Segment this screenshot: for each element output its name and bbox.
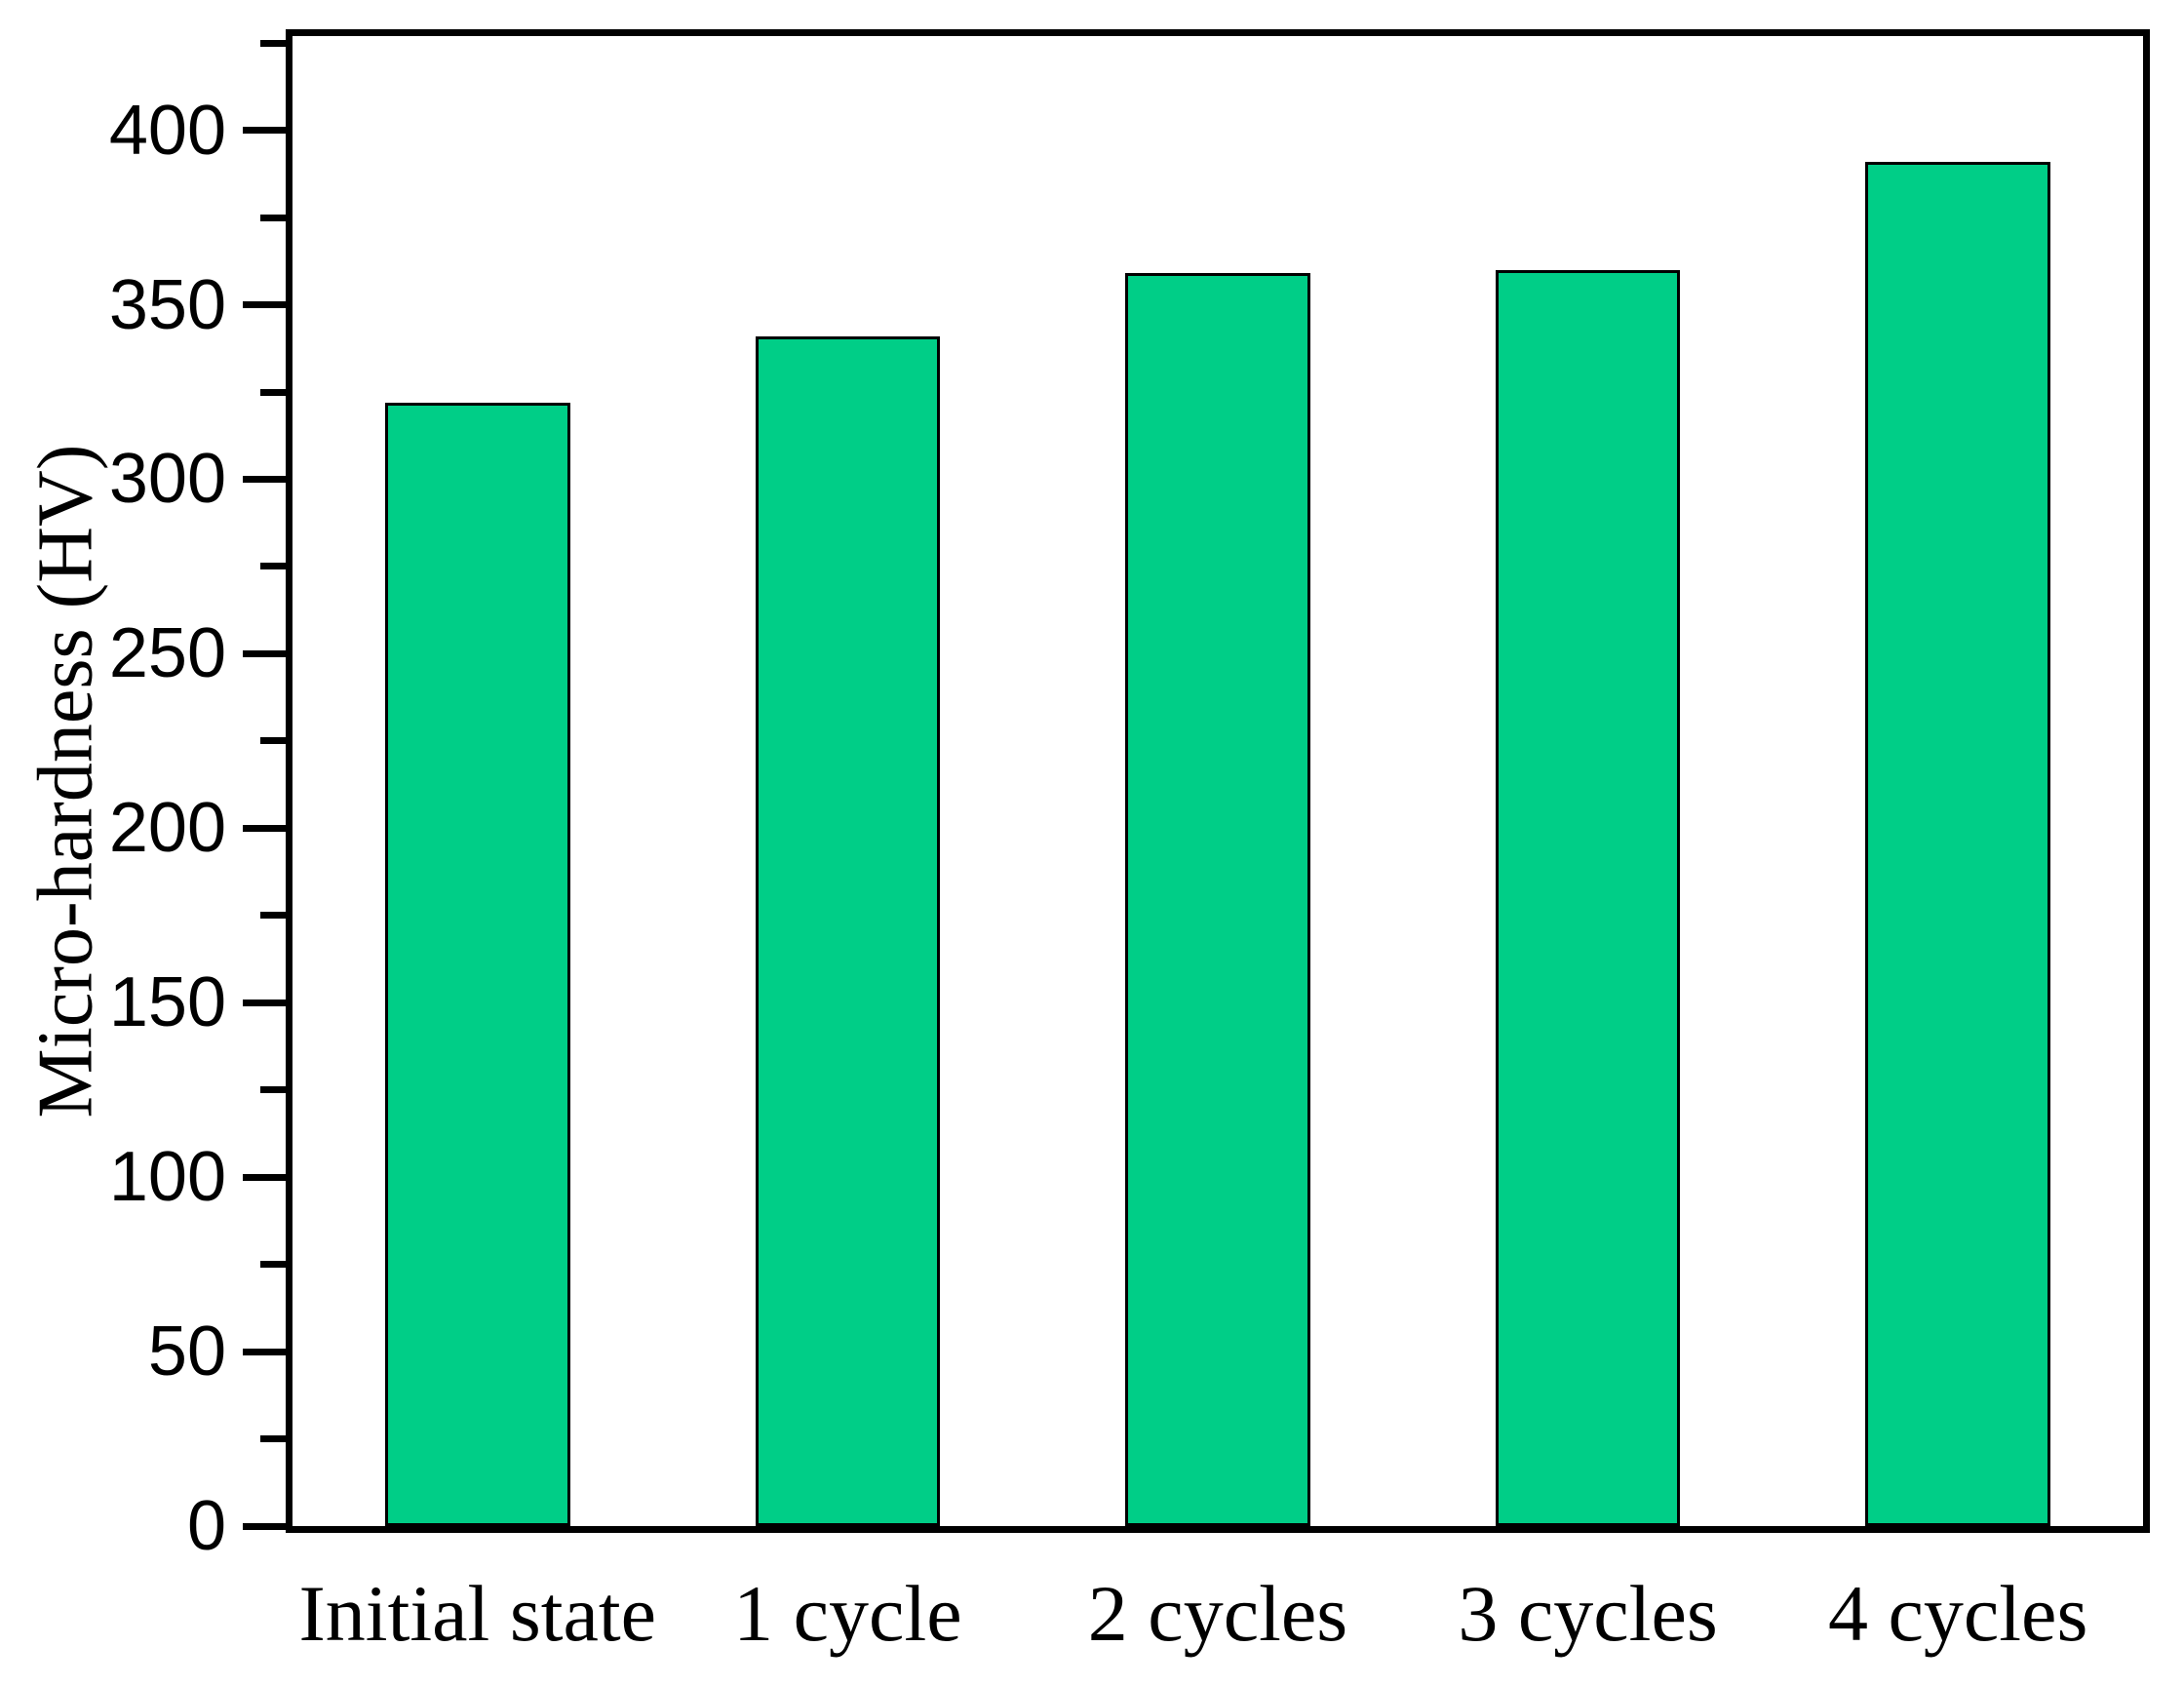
x-axis-label-initial-state: Initial state	[298, 1569, 657, 1658]
y-axis-major-tick	[243, 1522, 286, 1530]
bar-2-cycles	[1125, 273, 1310, 1526]
x-axis-label-2-cycles: 2 cycles	[1087, 1569, 1348, 1658]
y-axis-major-tick	[243, 649, 286, 657]
y-axis-major-tick	[243, 824, 286, 832]
y-axis-tick-label: 100	[108, 1138, 226, 1217]
bar-3-cycles	[1495, 269, 1681, 1526]
bar-1-cycle	[755, 335, 941, 1526]
x-axis-label-4-cycles: 4 cycles	[1827, 1569, 2088, 1658]
y-axis-tick-label: 0	[186, 1487, 226, 1565]
plot-area	[286, 29, 2150, 1533]
y-axis-major-tick	[243, 999, 286, 1006]
y-axis-tick-label: 200	[108, 789, 226, 868]
y-axis-major-tick	[243, 301, 286, 309]
y-axis-tick-label: 250	[108, 614, 226, 693]
bar-4-cycles	[1865, 161, 2051, 1526]
y-axis-minor-tick	[260, 214, 286, 221]
bar-initial-state	[384, 402, 570, 1526]
y-axis-minor-tick	[260, 912, 286, 920]
y-axis-major-tick	[243, 1348, 286, 1355]
y-axis-tick-label: 150	[108, 963, 226, 1042]
y-axis-minor-tick	[260, 1435, 286, 1443]
y-axis-minor-tick	[260, 39, 286, 47]
x-axis-label-1-cycle: 1 cycle	[733, 1569, 962, 1658]
y-axis-minor-tick	[260, 388, 286, 396]
y-axis-tick-label: 50	[147, 1313, 226, 1392]
y-axis-minor-tick	[260, 1086, 286, 1094]
x-axis-label-3-cycles: 3 cycles	[1458, 1569, 1718, 1658]
bars-layer	[292, 36, 2143, 1526]
y-axis-major-tick	[243, 475, 286, 483]
y-axis-minor-tick	[260, 563, 286, 570]
y-axis-minor-tick	[260, 1261, 286, 1269]
y-axis-minor-tick	[260, 737, 286, 745]
y-axis-major-tick	[243, 127, 286, 135]
y-axis-tick-label: 350	[108, 265, 226, 344]
y-axis-tick-label: 400	[108, 91, 226, 170]
y-axis-tick-label: 300	[108, 440, 226, 519]
y-axis-major-tick	[243, 1173, 286, 1181]
